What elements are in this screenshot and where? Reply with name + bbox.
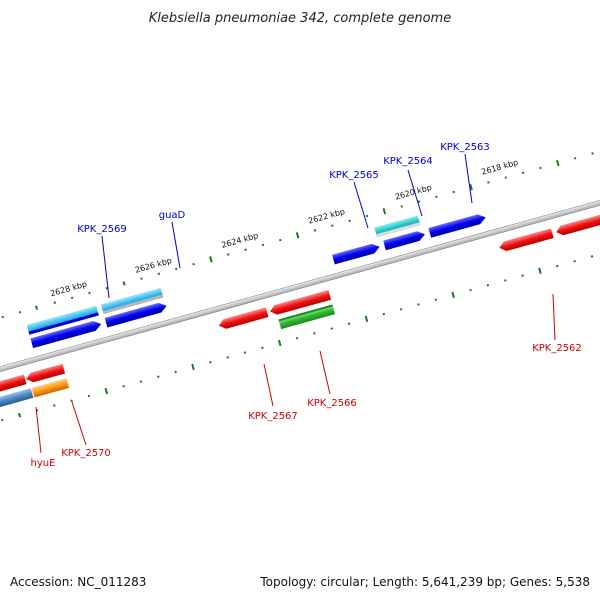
forward-gene-arrow-guad[interactable] xyxy=(104,301,168,328)
scale-label-2622: 2622 kbp xyxy=(307,207,346,226)
label-leader-lines xyxy=(35,153,556,454)
forward-gene-arrow-kpk2569[interactable] xyxy=(30,319,102,349)
gene-label-kpk2566[interactable]: KPK_2566 xyxy=(307,398,357,409)
accession-text: Accession: NC_011283 xyxy=(10,575,146,589)
reverse-gene-arrow-left-3[interactable] xyxy=(25,363,66,384)
scale-label-2624: 2624 kbp xyxy=(221,231,260,250)
reverse-feature-cds-kpk2566[interactable] xyxy=(278,304,336,330)
reverse-feature-other-kpk2570[interactable] xyxy=(31,378,70,398)
reverse-gene-arrow-kpk2566[interactable] xyxy=(269,290,332,316)
reverse-gene-arrow-kpk2562[interactable] xyxy=(498,228,554,252)
reverse-scale-ticks xyxy=(0,255,594,422)
gene-label-kpk2569[interactable]: KPK_2569 xyxy=(77,224,127,235)
reverse-feature-cds-left-2[interactable] xyxy=(0,388,34,408)
gene-label-kpk2564[interactable]: KPK_2564 xyxy=(383,156,433,167)
forward-gene-arrow-kpk2564[interactable] xyxy=(383,229,426,251)
reverse-gene-arrow-right[interactable] xyxy=(555,207,600,237)
genome-backbone xyxy=(0,190,600,384)
gene-label-kpk2570[interactable]: KPK_2570 xyxy=(61,448,111,459)
gene-label-guad[interactable]: guaD xyxy=(159,210,186,221)
map-title: Klebsiella pneumoniae 342, complete geno… xyxy=(149,11,451,26)
forward-gene-arrow-kpk2565[interactable] xyxy=(332,242,381,265)
scale-label-2620: 2620 kbp xyxy=(394,183,433,202)
forward-scale-ticks xyxy=(1,152,594,319)
gene-label-kpk2562[interactable]: KPK_2562 xyxy=(532,343,582,354)
map-body: 2628 kbp 2626 kbp 2624 kbp 2622 kbp 2620… xyxy=(0,152,600,422)
genome-summary-text: Topology: circular; Length: 5,641,239 bp… xyxy=(259,575,590,589)
reverse-gene-arrow-left-2[interactable] xyxy=(0,374,27,394)
reverse-gene-arrow-kpk2567[interactable] xyxy=(218,307,269,330)
scale-label-2626: 2626 kbp xyxy=(134,256,173,275)
scale-label-2628: 2628 kbp xyxy=(49,280,88,299)
scale-label-2618: 2618 kbp xyxy=(480,158,519,177)
gene-label-hyue[interactable]: hyuE xyxy=(31,458,56,469)
forward-gene-arrow-kpk2563[interactable] xyxy=(428,213,487,238)
gene-label-kpk2567[interactable]: KPK_2567 xyxy=(248,411,298,422)
gene-label-kpk2563[interactable]: KPK_2563 xyxy=(440,142,490,153)
gene-label-kpk2565[interactable]: KPK_2565 xyxy=(329,170,379,181)
